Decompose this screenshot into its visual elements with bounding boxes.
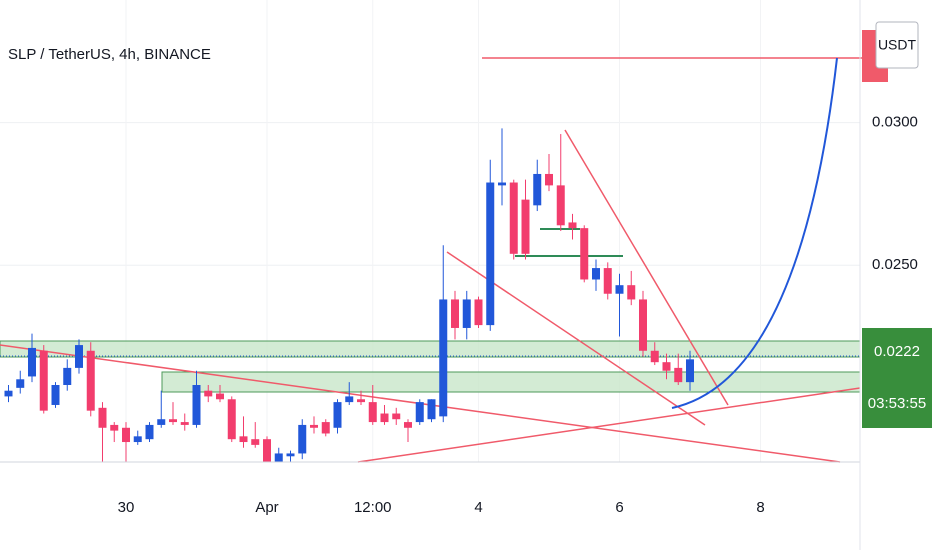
candle-body — [556, 185, 565, 226]
candle-body — [521, 199, 530, 254]
candle-body — [627, 285, 636, 300]
currency-box — [875, 21, 919, 69]
candle-body — [216, 393, 224, 400]
candle-body — [462, 299, 471, 328]
x-tick-label: 4 — [474, 499, 482, 516]
candle-body — [86, 350, 95, 411]
candle-body — [568, 222, 577, 229]
candle-body — [28, 347, 36, 377]
support-zone — [0, 340, 861, 358]
candle-body — [415, 402, 424, 423]
candle-body — [686, 359, 694, 383]
candle-body — [169, 419, 177, 423]
candle-body — [321, 422, 330, 434]
candle-body — [498, 182, 506, 186]
trend-line — [357, 387, 861, 463]
candle-body — [263, 439, 271, 462]
candle-body — [368, 402, 377, 423]
candle-body — [98, 407, 107, 428]
candle-body — [204, 390, 213, 397]
candle-body — [333, 402, 342, 428]
candle-body — [650, 350, 659, 363]
candle-body — [404, 422, 412, 428]
candle-body — [122, 427, 130, 443]
candle-body — [286, 453, 295, 457]
x-tick-label: 12:00 — [354, 499, 392, 516]
chart-title: SLP / TetherUS, 4h, BINANCE — [8, 46, 211, 63]
candle-body — [16, 379, 25, 388]
candle-body — [533, 173, 542, 206]
candle-body — [310, 424, 318, 428]
candle-body — [180, 422, 189, 425]
candle-body — [298, 424, 307, 454]
x-tick-label: Apr — [255, 499, 278, 516]
countdown: 03:53:55 — [868, 395, 926, 412]
candle-body — [545, 173, 553, 186]
candle-body — [357, 399, 365, 403]
candle-body — [145, 424, 154, 440]
trend-line — [564, 129, 729, 406]
candle-body — [157, 419, 166, 425]
candle-body — [674, 367, 683, 383]
candle-body — [251, 439, 260, 445]
candle-body — [75, 345, 83, 368]
candle-body — [486, 182, 495, 326]
candle-body — [592, 268, 600, 280]
last-price-box — [862, 328, 932, 428]
candle-body — [239, 436, 248, 443]
candle-body — [427, 399, 436, 420]
y-tick-label: 0.0300 — [872, 114, 918, 131]
candle-body — [345, 396, 354, 403]
candle-body — [192, 385, 201, 425]
candle-body — [615, 285, 624, 294]
x-tick-label: 30 — [118, 499, 135, 516]
candle-body — [63, 367, 72, 385]
candle-body — [509, 182, 518, 254]
candle-body — [4, 390, 13, 397]
grid — [0, 0, 861, 462]
candle-body — [227, 399, 236, 440]
projection-curve — [671, 57, 838, 409]
candle-body — [51, 385, 60, 405]
candle-body — [274, 453, 283, 462]
y-tick-label: 0.0250 — [872, 256, 918, 273]
candle-body — [451, 299, 459, 328]
candle-body — [603, 268, 612, 294]
candle-body — [39, 350, 48, 411]
candle-body — [662, 362, 671, 371]
candle-body — [380, 413, 389, 423]
trend-line — [446, 251, 706, 426]
candles — [4, 128, 694, 462]
candle-body — [639, 299, 647, 351]
x-tick-label: 6 — [615, 499, 623, 516]
candle-body — [392, 413, 401, 420]
candle-body — [439, 299, 448, 417]
candle-body — [474, 299, 483, 326]
candle-body — [133, 436, 142, 443]
candle-body — [110, 424, 119, 431]
candle-body — [580, 228, 589, 280]
last-price: 0.0222 — [874, 343, 920, 360]
currency: USDT — [878, 37, 917, 53]
x-tick-label: 8 — [756, 499, 764, 516]
